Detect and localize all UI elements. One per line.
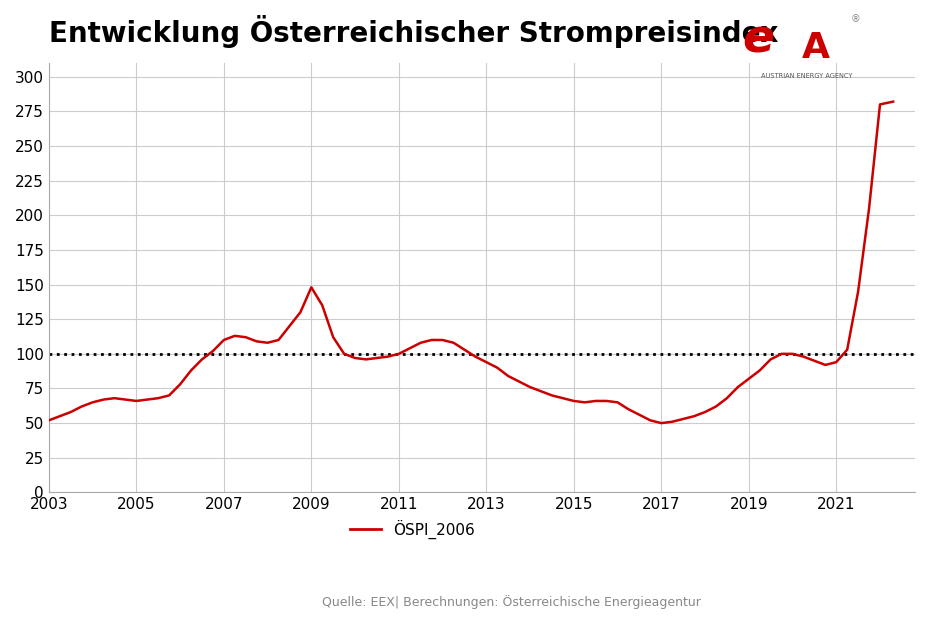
Text: e: e [742, 17, 774, 62]
Text: A: A [802, 31, 830, 65]
Text: ®: ® [851, 14, 860, 24]
Text: AUSTRIAN ENERGY AGENCY: AUSTRIAN ENERGY AGENCY [761, 72, 852, 78]
Text: Quelle: EEX| Berechnungen: Österreichische Energieagentur: Quelle: EEX| Berechnungen: Österreichisc… [322, 596, 701, 609]
Text: Entwicklung Österreichischer Strompreisindex: Entwicklung Österreichischer Strompreisi… [49, 15, 778, 48]
Legend: ÖSPI_2006: ÖSPI_2006 [344, 513, 481, 545]
